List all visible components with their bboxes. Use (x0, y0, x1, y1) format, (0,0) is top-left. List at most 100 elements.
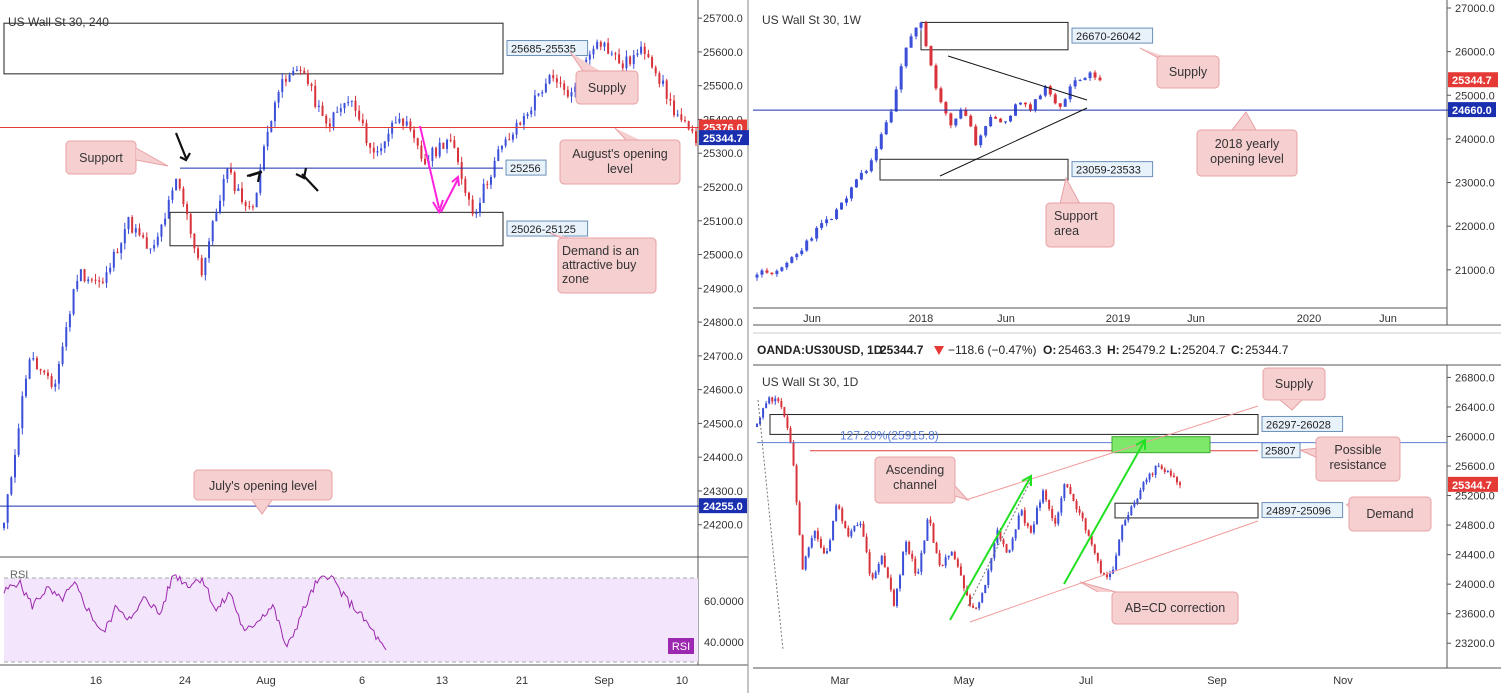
candle-body (1057, 512, 1060, 524)
candle-body (416, 138, 419, 146)
candle-body (295, 69, 298, 71)
candle-body (405, 121, 408, 126)
candle-body (1136, 498, 1139, 503)
candle-body (182, 188, 185, 205)
candle-body (1142, 482, 1145, 491)
panel-weekly-chart[interactable]: 27000.0 26000.0 25000.0 24000.0 23000.0 22000… (753, 0, 1501, 326)
fib-label: 127.20%(25915.8) (840, 429, 939, 443)
y-tick-label: 24900.0 (703, 283, 743, 295)
callout-yearly-opening: 2018 yearly opening level (1196, 111, 1298, 177)
candle-body (994, 116, 998, 119)
candle-body (959, 566, 962, 576)
candle-body (222, 178, 225, 201)
panel-4h-chart[interactable]: 25700.025600.025500.025400.025300.025200… (0, 0, 749, 693)
x-tick-label: Jun (1187, 313, 1205, 325)
candle-body (1154, 466, 1157, 475)
candle-body (1179, 482, 1181, 485)
candle-body (219, 200, 222, 213)
candle-body (969, 115, 973, 127)
candle-body (865, 536, 868, 553)
candle-body (1063, 484, 1066, 499)
candle-body (493, 160, 496, 177)
candle-body (919, 22, 923, 28)
candle-body (783, 407, 786, 417)
panel-daily-title: US Wall St 30, 1D (762, 375, 859, 389)
candle-body (926, 519, 929, 541)
candle-body (798, 502, 801, 536)
candle-body (131, 217, 134, 233)
callout-yearly-text: 2018 yearly opening level (1210, 137, 1284, 166)
y-tick-label: 24600.0 (703, 385, 743, 397)
candle-body (838, 505, 841, 509)
candle-body (17, 428, 20, 455)
candle-body (789, 428, 792, 443)
candle-body (1130, 506, 1133, 515)
candle-body (164, 218, 167, 225)
callout-july-opening: July's opening level (193, 469, 333, 515)
x-tick-label: May (954, 675, 975, 687)
candle-body (394, 122, 397, 124)
level-label: 25807 (1265, 446, 1296, 458)
candle-body (555, 78, 558, 83)
candle-body (1151, 473, 1154, 475)
callout-supply-weekly-text: Supply (1169, 65, 1208, 79)
panel-daily-chart[interactable]: 26800.0 26400.0 26000.0 25600.0 25200.0 24800… (753, 332, 1501, 687)
candle-body (800, 250, 804, 255)
candle-body (1018, 102, 1022, 105)
candle-body (618, 54, 621, 64)
candle-body (1011, 538, 1014, 550)
candle-body (853, 525, 856, 531)
ohlc-high: 25479.2 (1122, 343, 1166, 357)
candle-body (879, 134, 883, 149)
candle-body (1093, 544, 1096, 554)
y-tick-label: 26000.0 (1455, 431, 1495, 443)
candle-body (1090, 535, 1093, 545)
candle-body (1072, 493, 1075, 502)
candle-body (372, 147, 375, 153)
candle-body (83, 269, 86, 282)
candle-body (816, 530, 819, 540)
candle-body (847, 527, 850, 537)
candle-body (508, 139, 511, 141)
candle-body (460, 162, 463, 179)
candle-body (962, 575, 965, 589)
candle-body (343, 103, 346, 109)
candle-body (482, 183, 485, 203)
candle-body (807, 547, 810, 557)
candle-body (1005, 544, 1008, 553)
candle-body (1060, 498, 1063, 513)
zone-box (1114, 502, 1259, 519)
candle-body (500, 145, 503, 150)
candle-body (864, 171, 868, 173)
candle-body (755, 274, 759, 278)
callout-august-opening: August's opening level (559, 127, 681, 185)
candle-body (138, 228, 141, 236)
candle-body (1084, 518, 1087, 531)
panel-weekly-title: US Wall St 30, 1W (762, 13, 862, 27)
candle-body (813, 530, 816, 539)
dotted-legs (757, 399, 1033, 651)
candle-body (511, 134, 514, 140)
candle-body (193, 233, 196, 249)
candle-body (1157, 465, 1160, 467)
candle-body (175, 178, 178, 191)
candle-body (1102, 572, 1105, 575)
candle-body (467, 192, 470, 200)
callout-support-area-text: Support area (1054, 209, 1098, 238)
candle-body (909, 36, 913, 48)
candle-body (894, 89, 898, 112)
x-tick-label: 21 (516, 675, 528, 687)
candle-body (877, 564, 880, 573)
candle-body (956, 559, 959, 567)
candle-body (874, 572, 877, 579)
candle-body (765, 403, 768, 409)
candle-body (522, 115, 525, 125)
x-tick-label: Jun (1379, 313, 1397, 325)
x-tick-label: Jun (803, 313, 821, 325)
candle-body (673, 100, 676, 116)
candle-body (68, 314, 71, 328)
candle-body (1048, 86, 1052, 95)
zone-price-tag (1261, 415, 1344, 432)
candle-body (785, 262, 789, 268)
candle-body (1148, 473, 1151, 480)
